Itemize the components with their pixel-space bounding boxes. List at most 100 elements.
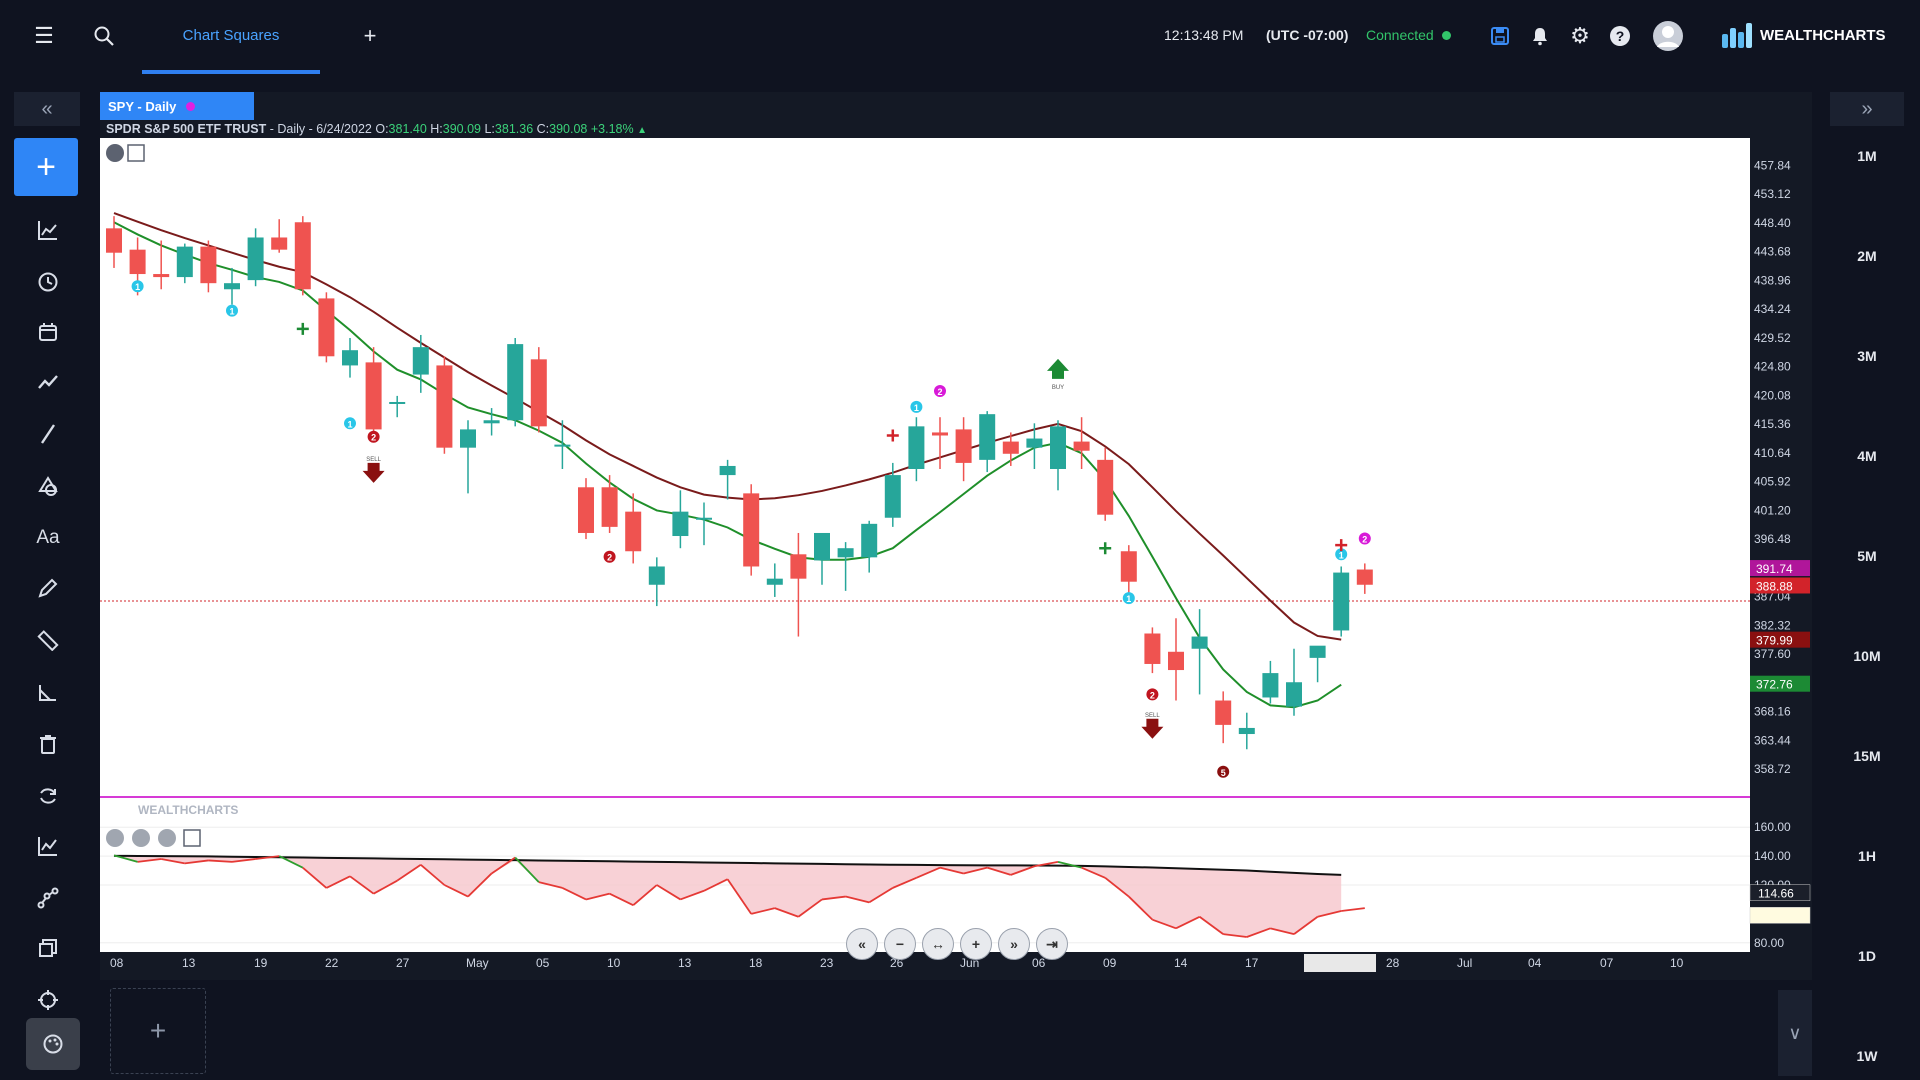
zoom-in-button[interactable]: +: [960, 928, 992, 960]
candle-body[interactable]: [837, 548, 854, 558]
copy-layout-icon[interactable]: [30, 930, 66, 966]
candle-body[interactable]: [1026, 438, 1043, 448]
candle-body[interactable]: [1050, 426, 1066, 469]
scroll-start-button[interactable]: «: [846, 928, 878, 960]
price-chart[interactable]: WEALTHCHARTS 457.84 453.12 448.40 443.68 438.…: [100, 138, 1812, 974]
chart-settings-icon[interactable]: [106, 144, 124, 162]
timeframe-1w[interactable]: 1W: [1856, 1048, 1878, 1064]
scroll-down-button[interactable]: ∨: [1778, 990, 1812, 1076]
candle-body[interactable]: [672, 511, 689, 537]
osc-expand-icon[interactable]: [158, 829, 176, 847]
candle-body[interactable]: [153, 274, 170, 278]
indicators-icon[interactable]: [30, 212, 66, 248]
calendar-icon[interactable]: [30, 314, 66, 350]
candle-body[interactable]: [1356, 569, 1373, 585]
candle-body[interactable]: [1191, 636, 1208, 649]
candle-body[interactable]: [743, 493, 760, 567]
candle-body[interactable]: [1262, 673, 1279, 698]
timeframe-3m[interactable]: 3M: [1857, 348, 1877, 364]
timeframe-5m[interactable]: 5M: [1857, 548, 1877, 564]
scroll-forward-button[interactable]: »: [998, 928, 1030, 960]
trash-icon[interactable]: [30, 726, 66, 762]
timeframe-1d[interactable]: 1D: [1858, 948, 1876, 964]
node-graph-icon[interactable]: [30, 880, 66, 916]
osc-add-icon[interactable]: [183, 829, 201, 847]
add-panel-button[interactable]: +: [110, 988, 206, 1074]
candle-body[interactable]: [436, 365, 453, 448]
candle-body[interactable]: [861, 523, 878, 558]
timeframe-1m[interactable]: 1M: [1857, 148, 1877, 164]
candle-body[interactable]: [247, 237, 264, 281]
candle-body[interactable]: [696, 517, 712, 520]
candle-body[interactable]: [507, 344, 524, 421]
crosshair-icon[interactable]: [30, 982, 66, 1018]
candle-body[interactable]: [625, 511, 642, 552]
candle-body[interactable]: [460, 429, 476, 448]
candle-body[interactable]: [554, 444, 571, 447]
candle-body[interactable]: [389, 401, 406, 404]
scroll-end-button[interactable]: ⇥: [1036, 928, 1068, 960]
timeframe-15m[interactable]: 15M: [1853, 748, 1881, 764]
candle-body[interactable]: [578, 487, 594, 533]
candle-body[interactable]: [979, 414, 996, 460]
chart-line-icon[interactable]: [30, 828, 66, 864]
candle-body[interactable]: [1097, 459, 1114, 515]
timeframe-2m[interactable]: 2M: [1857, 248, 1877, 264]
text-tool-icon[interactable]: Aa: [36, 527, 60, 548]
main-plot-area[interactable]: [100, 138, 1750, 802]
candle-body[interactable]: [106, 228, 122, 253]
osc-collapse-icon[interactable]: [132, 829, 150, 847]
save-icon[interactable]: [1484, 20, 1516, 52]
candle-body[interactable]: [271, 237, 288, 250]
candle-body[interactable]: [1002, 441, 1019, 454]
draw-line-icon[interactable]: [30, 416, 66, 452]
add-tab-icon[interactable]: +: [363, 23, 377, 48]
candle-body[interactable]: [129, 249, 146, 275]
candle-body[interactable]: [955, 429, 972, 463]
collapse-left-panel-button[interactable]: «: [14, 92, 80, 126]
candle-body[interactable]: [318, 298, 335, 357]
candle-body[interactable]: [176, 246, 193, 278]
candle-body[interactable]: [224, 283, 240, 290]
candle-body[interactable]: [294, 222, 311, 290]
history-clock-icon[interactable]: [30, 264, 66, 300]
candle-body[interactable]: [530, 359, 547, 427]
candle-body[interactable]: [200, 246, 217, 284]
chart-add-icon[interactable]: [127, 144, 145, 162]
candle-body[interactable]: [1120, 551, 1137, 582]
candle-body[interactable]: [1073, 441, 1090, 451]
pencil-icon[interactable]: [30, 570, 66, 606]
candle-body[interactable]: [1286, 682, 1302, 707]
candle-body[interactable]: [932, 432, 948, 436]
candle-body[interactable]: [814, 532, 830, 561]
candle-body[interactable]: [365, 362, 382, 430]
candle-body[interactable]: [412, 347, 429, 375]
timeframe-4m[interactable]: 4M: [1857, 448, 1877, 464]
trend-line-icon[interactable]: [30, 364, 66, 400]
osc-settings-icon[interactable]: [106, 829, 124, 847]
candle-body[interactable]: [1215, 700, 1232, 725]
theme-toggle-button[interactable]: [26, 1018, 80, 1070]
candle-body[interactable]: [766, 578, 783, 585]
notification-bell-icon[interactable]: [1524, 20, 1556, 52]
candle-body[interactable]: [342, 350, 358, 366]
candle-body[interactable]: [1144, 633, 1161, 664]
help-icon[interactable]: ?: [1604, 20, 1636, 52]
symbol-tab[interactable]: SPY - Daily: [100, 92, 254, 120]
candle-body[interactable]: [483, 420, 500, 424]
candle-body[interactable]: [719, 465, 736, 476]
shapes-icon[interactable]: [30, 468, 66, 504]
hamburger-menu-icon[interactable]: ☰: [34, 23, 54, 48]
candle-body[interactable]: [601, 487, 618, 527]
timeframe-10m[interactable]: 10M: [1853, 648, 1881, 664]
search-icon[interactable]: [88, 20, 120, 52]
candle-body[interactable]: [1309, 645, 1326, 658]
angle-tool-icon[interactable]: [30, 674, 66, 710]
timeframe-1h[interactable]: 1H: [1858, 848, 1876, 864]
settings-gear-icon[interactable]: ⚙: [1570, 23, 1590, 48]
expand-right-panel-button[interactable]: »: [1830, 92, 1904, 126]
candle-body[interactable]: [1238, 727, 1255, 735]
zoom-out-button[interactable]: −: [884, 928, 916, 960]
candle-body[interactable]: [648, 566, 665, 585]
refresh-icon[interactable]: [30, 778, 66, 814]
